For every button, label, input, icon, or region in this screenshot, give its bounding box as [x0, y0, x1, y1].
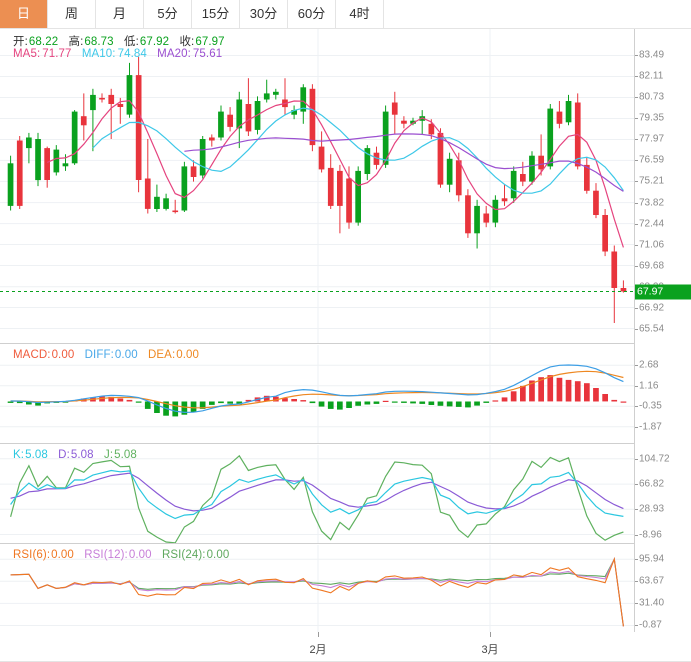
period-tab-0[interactable]: 日 — [0, 0, 48, 28]
axis-tick-label: 95.94 — [639, 553, 665, 565]
panel-separator — [0, 443, 634, 444]
axis-tick — [634, 160, 638, 162]
axis-tick — [634, 581, 638, 583]
axis-tick-label: 2.68 — [639, 359, 659, 371]
axis-tick-label: -0.87 — [639, 619, 662, 631]
axis-tick — [634, 118, 638, 120]
axis-tick — [634, 97, 638, 99]
axis-tick-label: 77.97 — [639, 133, 665, 145]
axis-tick — [634, 244, 638, 246]
axis-tick — [634, 76, 638, 78]
kdj-chart-panel[interactable]: K:5.08 D:5.08 J:5.08 104.72 66.82 28.93 -8.… — [0, 445, 691, 544]
axis-tick-label: 104.72 — [639, 453, 670, 465]
axis-tick — [634, 55, 638, 57]
axis-tick — [634, 328, 638, 330]
period-tab-6[interactable]: 60分 — [288, 0, 336, 28]
axis-tick — [634, 625, 638, 627]
axis-tick-label: 75.21 — [639, 175, 665, 187]
axis-tick-label: 28.93 — [639, 503, 665, 515]
period-tab-bar: 日周月 5分 15分 30分 60分 4时 — [0, 0, 691, 29]
rsi-chart-panel[interactable]: RSI(6):0.00 RSI(12):0.00 RSI(24):0.00 95… — [0, 545, 691, 632]
period-tab-2[interactable]: 月 — [96, 0, 144, 28]
current-price-tag: 67.97 — [634, 284, 691, 299]
axis-tick — [634, 406, 638, 408]
axis-tick — [634, 559, 638, 561]
axis-tick — [634, 223, 638, 225]
period-tab-5[interactable]: 30分 — [240, 0, 288, 28]
axis-tick — [634, 534, 638, 536]
axis-tick — [634, 458, 638, 460]
x-axis-label-0: 2月 — [309, 644, 327, 656]
period-tab-1[interactable]: 周 — [48, 0, 96, 28]
x-axis-tick — [318, 632, 319, 637]
axis-tick — [634, 139, 638, 141]
axis-tick-label: 1.16 — [639, 380, 659, 392]
tab-bar-filler — [384, 0, 691, 28]
x-axis-label-1: 3月 — [481, 644, 499, 656]
axis-tick — [634, 484, 638, 486]
rsi-plot[interactable] — [0, 545, 634, 632]
x-axis-tick — [490, 632, 491, 637]
axis-tick — [634, 307, 638, 309]
axis-tick — [634, 265, 638, 267]
axis-tick-label: 66.92 — [639, 302, 665, 314]
axis-tick-label: 71.06 — [639, 239, 665, 251]
axis-tick — [634, 385, 638, 387]
kdj-axis: 104.72 66.82 28.93 -8.96 — [634, 445, 691, 544]
axis-tick — [634, 426, 638, 428]
x-axis-dates: 2月 3月 — [0, 632, 634, 662]
axis-tick-label: 73.82 — [639, 197, 665, 209]
axis-tick-label: 76.59 — [639, 154, 665, 166]
period-tab-4[interactable]: 15分 — [192, 0, 240, 28]
axis-tick-label: -8.96 — [639, 529, 662, 540]
panel-separator — [0, 543, 634, 544]
axis-tick-label: 72.44 — [639, 218, 665, 230]
axis-tick — [634, 509, 638, 511]
axis-tick-label: 65.54 — [639, 323, 665, 334]
axis-tick-label: 80.73 — [639, 91, 665, 103]
axis-tick — [634, 365, 638, 367]
axis-tick-label: 79.35 — [639, 112, 665, 124]
axis-tick-label: 31.40 — [639, 597, 665, 609]
macd-plot[interactable] — [0, 345, 634, 444]
axis-tick-label: 63.67 — [639, 575, 665, 587]
axis-tick-label: -1.87 — [639, 421, 662, 433]
axis-tick-label: 83.49 — [639, 49, 665, 61]
macd-axis: 2.68 1.16 -0.35 -1.87 — [634, 345, 691, 444]
rsi-axis: 95.94 63.67 31.40 -0.87 — [634, 545, 691, 632]
axis-divider — [634, 29, 635, 632]
period-tab-7[interactable]: 4时 — [336, 0, 384, 28]
price-chart-panel[interactable]: 开:68.22 高:68.73 低:67.92 收:67.97 MA5: 71.7… — [0, 29, 691, 344]
axis-tick — [634, 603, 638, 605]
macd-chart-panel[interactable]: MACD:0.00 DIFF:0.00 DEA:0.00 2.68 1.16 -0.… — [0, 345, 691, 444]
axis-tick-label: 82.11 — [639, 70, 664, 82]
axis-tick-label: 66.82 — [639, 478, 665, 490]
period-tab-3[interactable]: 5分 — [144, 0, 192, 28]
panel-separator — [0, 343, 634, 344]
candlestick-plot[interactable] — [0, 29, 634, 344]
axis-tick — [634, 202, 638, 204]
axis-tick-label: 69.68 — [639, 260, 665, 272]
axis-tick — [634, 181, 638, 183]
kdj-plot[interactable] — [0, 445, 634, 544]
axis-tick-label: -0.35 — [639, 400, 662, 412]
